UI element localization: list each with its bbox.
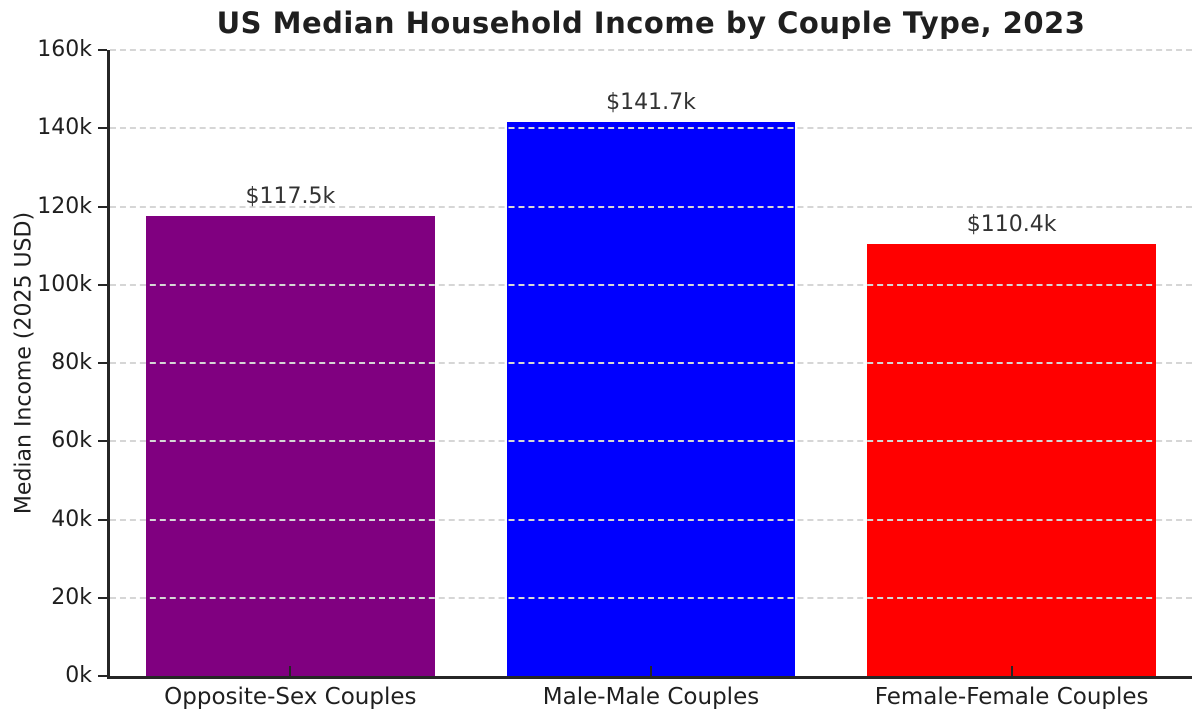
y-tick-mark [98,205,107,208]
y-tick-label: 40k [51,506,92,532]
y-tick-mark [98,49,107,51]
y-tick-mark [98,283,107,286]
y-tick-label: 120k [37,193,92,219]
gridline-60k [110,440,1192,443]
x-tick-label: Female-Female Couples [874,684,1149,710]
plot-area: $117.5k $141.7k $110.4k 0k 20k 40k 60k 80k 100k… [37,37,1192,710]
y-tick-mark [98,440,107,443]
bar-value-label: $141.7k [606,89,696,115]
y-tick-label: 60k [51,428,92,454]
x-tick-mark [1010,666,1013,676]
y-tick-mark [98,596,107,599]
gridline-140k [110,127,1192,130]
x-tick-mark [650,666,652,676]
gridline-160k [110,49,1192,51]
y-axis-spine [107,50,110,679]
bar-value-label: $117.5k [245,184,336,210]
y-tick-mark [98,675,107,677]
chart-title: US Median Household Income by Couple Typ… [216,6,1086,40]
y-tick-mark [98,518,107,521]
gridline-100k [110,283,1192,286]
x-axis-spine [107,676,1192,679]
bar-opposite-sex-couples [146,216,435,676]
gridline-80k [110,362,1192,364]
x-tick-label: Opposite-Sex Couples [164,684,417,710]
y-tick-mark [98,127,107,130]
gridline-40k [110,518,1192,521]
y-tick-label: 140k [37,115,92,141]
x-tick-mark [289,666,292,676]
y-tick-label: 100k [37,271,92,297]
x-tick-label: Male-Male Couples [542,684,760,710]
y-tick-label: 80k [51,350,92,375]
bar-female-female-couples [867,244,1156,676]
bar-male-male-couples [506,121,796,676]
bar-value-label: $110.4k [966,212,1057,238]
gridline-20k [110,596,1192,599]
y-tick-label: 0k [65,663,92,688]
gridline-120k [110,205,1192,208]
y-tick-label: 160k [37,37,92,62]
y-tick-label: 20k [51,584,92,610]
y-tick-mark [98,362,107,364]
